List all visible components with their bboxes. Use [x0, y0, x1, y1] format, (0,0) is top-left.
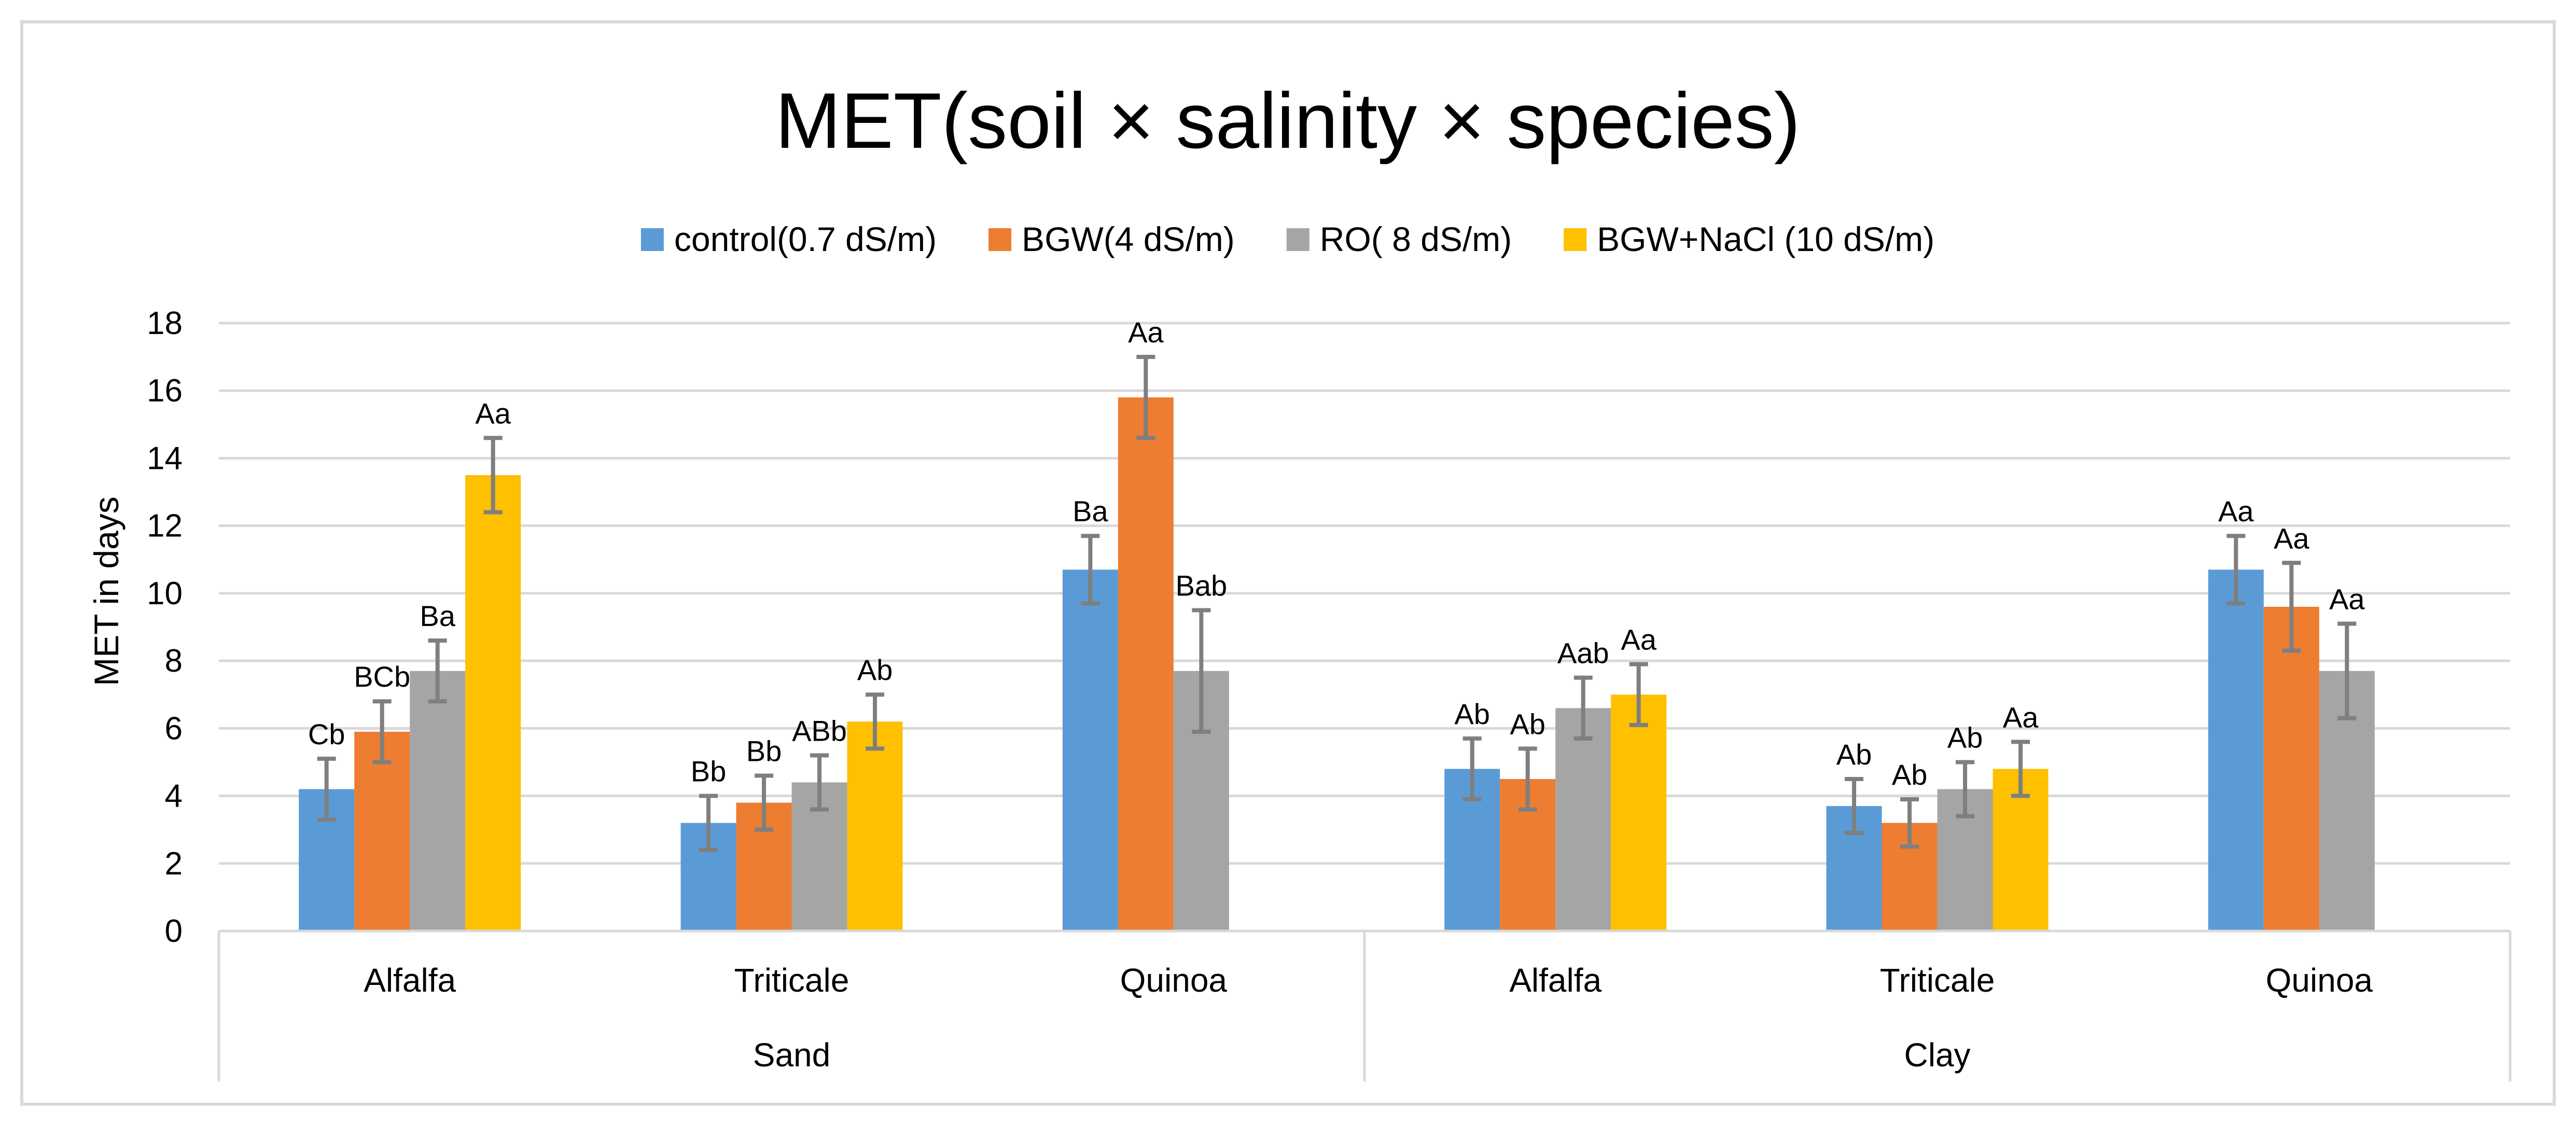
x-tick-label: Alfalfa: [1509, 962, 1602, 999]
x-tick-label: Triticale: [1880, 962, 1995, 999]
data-label: Bb: [746, 734, 782, 767]
data-label: Aa: [2329, 582, 2365, 615]
legend-swatch: [988, 228, 1012, 251]
bar: [465, 475, 521, 931]
data-label: Cb: [308, 718, 345, 750]
bar: [410, 671, 466, 931]
x-tick-label: Quinoa: [1120, 962, 1228, 999]
data-label: ABb: [792, 714, 847, 747]
x-axis: Alfalfa Triticale Quinoa Alfalfa Triticale Qu…: [217, 929, 2512, 1081]
group-label: Sand: [753, 1036, 830, 1074]
chart-title: MET(soil × salinity × species): [775, 77, 1801, 165]
chart-frame: [20, 20, 2556, 1106]
legend-swatch: [640, 228, 664, 251]
data-label: Ba: [1073, 495, 1108, 527]
legend-swatch: [1564, 228, 1587, 251]
legend: control(0.7 dS/m) BGW(4 dS/m) RO( 8 dS/m) B…: [640, 220, 1934, 258]
data-label: Ab: [1454, 698, 1490, 730]
data-label: Aa: [1621, 623, 1656, 656]
legend-label: BGW(4 dS/m): [1022, 220, 1235, 258]
gridlines: [219, 322, 2510, 865]
data-label: BCb: [354, 660, 410, 693]
data-label: Ab: [1947, 721, 1983, 754]
x-tick-label: Quinoa: [2266, 962, 2373, 999]
legend-label: BGW+NaCl (10 dS/m): [1597, 220, 1934, 258]
data-label: Aa: [475, 397, 511, 429]
x-tick-label: Alfalfa: [364, 962, 456, 999]
y-tick-label: 18: [147, 305, 183, 341]
data-label: Aab: [1557, 637, 1609, 670]
y-axis: 0 2 4 6 8 10 12 14 16 18: [147, 305, 183, 949]
legend-label: RO( 8 dS/m): [1320, 220, 1512, 258]
data-label: Bab: [1176, 569, 1228, 602]
bar: [354, 731, 410, 931]
bar: [1062, 569, 1118, 931]
data-label: Bb: [691, 755, 727, 788]
y-tick-label: 4: [165, 779, 183, 814]
y-tick-label: 2: [165, 846, 183, 882]
bar-labels: Cb Bb Ba Ab Ab Aa BCb Bb Aa Ab Ab Aa Ba ABb Bab Aab Ab Aa…: [308, 316, 2365, 791]
data-label: Aa: [1128, 316, 1164, 349]
y-tick-label: 8: [165, 643, 183, 679]
error-bars: [317, 355, 2357, 852]
y-tick-label: 16: [147, 373, 183, 409]
y-tick-label: 0: [165, 913, 183, 949]
y-tick-label: 10: [147, 576, 183, 611]
bar: [2208, 569, 2264, 931]
data-label: Ab: [857, 654, 893, 686]
legend-label: control(0.7 dS/m): [674, 220, 937, 258]
bar: [847, 721, 903, 931]
data-label: Ab: [1892, 758, 1928, 791]
y-tick-label: 14: [147, 440, 183, 476]
bar: [2263, 606, 2319, 931]
data-label: Ab: [1510, 707, 1545, 740]
bar: [1555, 708, 1611, 931]
y-axis-label: MET in days: [87, 496, 126, 686]
group-label: Clay: [1904, 1036, 1970, 1074]
bar: [1611, 694, 1667, 931]
data-label: Aa: [2003, 701, 2039, 733]
bar: [1118, 397, 1174, 932]
data-label: Ba: [420, 600, 455, 632]
data-label: Aa: [2218, 495, 2254, 527]
y-tick-label: 12: [147, 508, 183, 544]
x-tick-label: Triticale: [734, 962, 850, 999]
y-tick-label: 6: [165, 711, 183, 746]
data-label: Aa: [2274, 522, 2309, 554]
legend-swatch: [1286, 228, 1310, 251]
data-label: Ab: [1836, 738, 1872, 771]
